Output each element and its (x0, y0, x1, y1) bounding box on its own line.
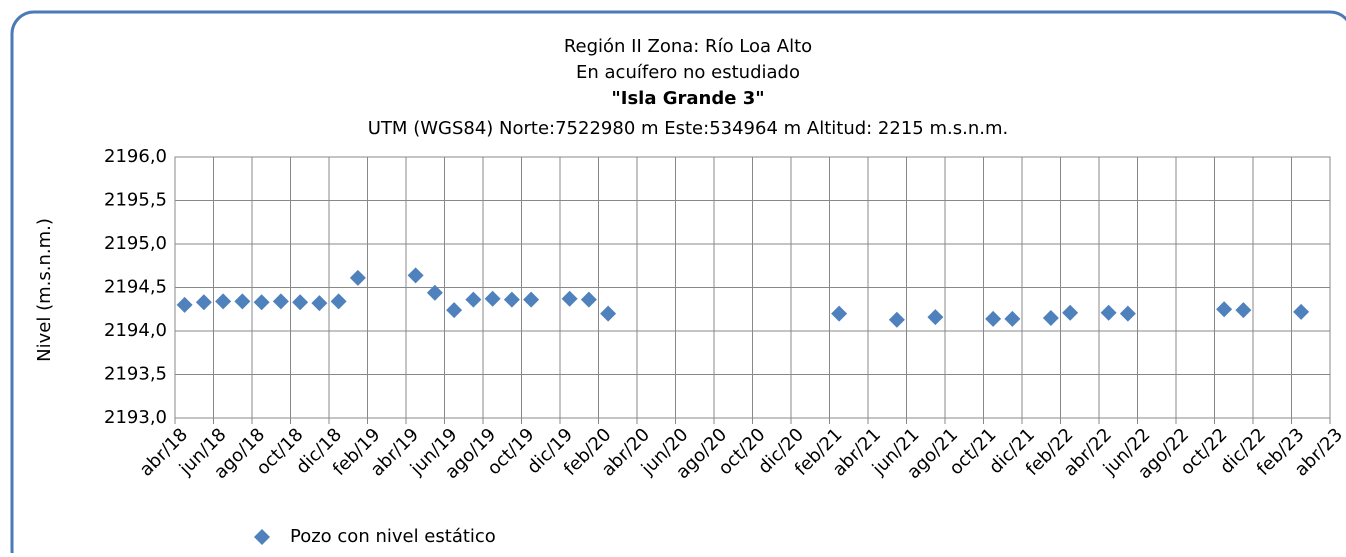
data-point (1042, 309, 1059, 326)
data-point (253, 294, 270, 311)
legend-marker (254, 529, 270, 545)
data-point (985, 310, 1002, 327)
data-point (1119, 305, 1136, 322)
y-tick-label: 2194,0 (104, 320, 167, 341)
y-tick-label: 2193,5 (104, 364, 167, 385)
y-axis-label: Nivel (m.s.n.m.) (34, 218, 55, 362)
data-point (215, 293, 232, 310)
title-line: "Isla Grande 3" (611, 88, 764, 109)
data-point (465, 291, 482, 308)
frame (10, 10, 1346, 557)
data-point (1100, 304, 1117, 321)
data-point (600, 305, 617, 322)
data-point (330, 293, 347, 310)
data-point (580, 291, 597, 308)
data-point (927, 309, 944, 326)
title-line: UTM (WGS84) Norte:7522980 m Este:534964 … (368, 118, 1008, 139)
y-tick-label: 2195,5 (104, 190, 167, 211)
data-point (1216, 301, 1233, 318)
data-point (523, 291, 540, 308)
data-point (446, 302, 463, 319)
y-tick-label: 2195,0 (104, 233, 167, 254)
data-point (1293, 303, 1310, 320)
data-point (888, 311, 905, 328)
data-point (426, 284, 443, 301)
data-point (349, 269, 366, 286)
data-point (503, 291, 520, 308)
data-point (195, 294, 212, 311)
data-point (234, 293, 251, 310)
data-point (407, 267, 424, 284)
legend-label: Pozo con nivel estático (290, 526, 496, 547)
y-tick-label: 2193,0 (104, 407, 167, 428)
data-point (484, 290, 501, 307)
data-point (176, 296, 193, 313)
data-point (292, 294, 309, 311)
y-tick-label: 2196,0 (104, 146, 167, 167)
title-line: En acuífero no estudiado (576, 62, 800, 83)
data-point (311, 295, 328, 312)
title-line: Región II Zona: Río Loa Alto (564, 36, 812, 57)
data-point (1004, 310, 1021, 327)
data-point (272, 293, 289, 310)
data-point (1235, 302, 1252, 319)
data-point (831, 305, 848, 322)
plot-border (174, 156, 1331, 419)
y-tick-label: 2194,5 (104, 277, 167, 298)
data-point (561, 290, 578, 307)
data-point (1062, 304, 1079, 321)
